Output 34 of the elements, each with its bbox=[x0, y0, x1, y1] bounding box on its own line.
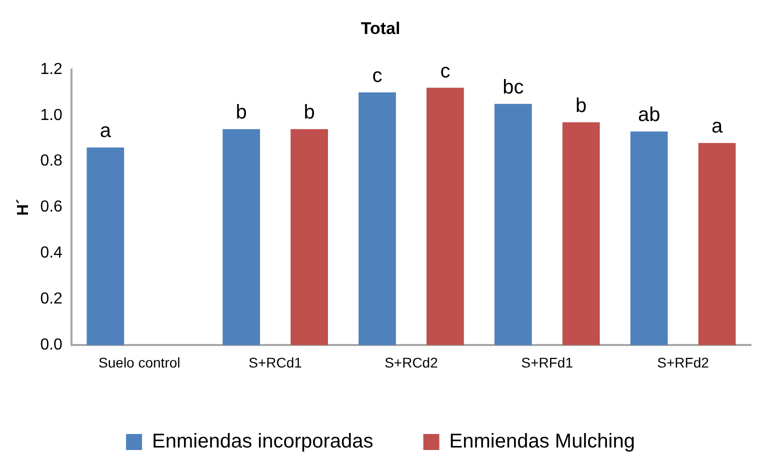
bar bbox=[222, 129, 260, 346]
legend-label: Enmiendas Mulching bbox=[449, 430, 635, 453]
data-label: c bbox=[372, 64, 382, 87]
x-tick-label: S+RFd1 bbox=[521, 354, 574, 370]
x-tick-label: S+RFd2 bbox=[657, 354, 710, 370]
data-label: ab bbox=[638, 104, 660, 126]
x-tick-label: Suelo control bbox=[98, 354, 180, 370]
data-label: b bbox=[576, 94, 587, 117]
chart-title: Total bbox=[360, 18, 400, 38]
bar bbox=[698, 142, 736, 346]
y-axis-title: H´ bbox=[15, 198, 32, 216]
bar bbox=[562, 122, 600, 346]
legend-label: Enmiendas incorporadas bbox=[152, 430, 374, 453]
bar bbox=[630, 131, 668, 346]
x-tick-label: S+RCd2 bbox=[384, 354, 438, 370]
y-tick-label: 0.6 bbox=[40, 198, 63, 216]
data-label: b bbox=[304, 102, 315, 124]
bar bbox=[426, 88, 464, 346]
data-label: a bbox=[100, 120, 112, 142]
data-label: c bbox=[440, 60, 450, 82]
data-label: bc bbox=[502, 76, 524, 98]
y-tick-label: 0.2 bbox=[40, 290, 63, 308]
data-label: a bbox=[711, 115, 724, 138]
y-tick-label: 0.0 bbox=[40, 336, 63, 354]
x-tick-label: S+RCd1 bbox=[248, 354, 302, 370]
bar bbox=[290, 129, 328, 346]
bar bbox=[86, 148, 124, 346]
y-tick-label: 0.8 bbox=[40, 152, 63, 170]
bar bbox=[358, 92, 396, 346]
y-tick-label: 1.0 bbox=[40, 106, 63, 124]
bar bbox=[494, 104, 532, 346]
y-tick-label: 1.2 bbox=[40, 60, 63, 78]
y-tick-label: 0.4 bbox=[40, 244, 63, 262]
data-label: b bbox=[236, 102, 247, 124]
